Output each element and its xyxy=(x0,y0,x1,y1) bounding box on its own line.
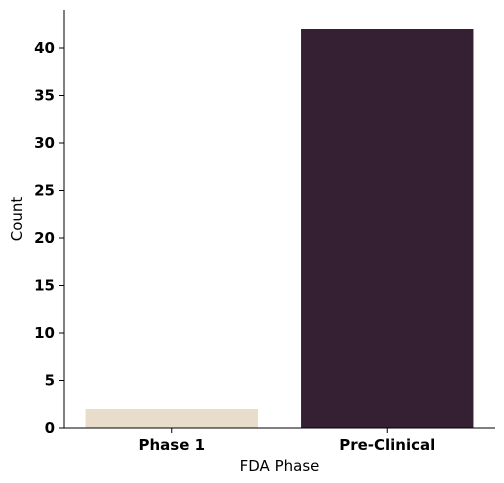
y-tick-label: 25 xyxy=(34,182,55,200)
x-axis-ticks: Phase 1 Pre-Clinical xyxy=(138,428,435,454)
y-tick-label: 40 xyxy=(34,39,55,57)
x-axis-label: FDA Phase xyxy=(240,457,320,475)
y-tick-label: 30 xyxy=(34,134,55,152)
y-tick-label: 5 xyxy=(45,372,55,390)
bar-phase-1 xyxy=(85,409,258,428)
y-axis-ticks: 0 5 10 15 20 25 30 35 40 xyxy=(34,39,64,437)
y-tick-label: 35 xyxy=(34,87,55,105)
bar-pre-clinical xyxy=(301,29,474,428)
y-tick-label: 10 xyxy=(34,324,55,342)
y-tick-label: 0 xyxy=(45,419,55,437)
y-axis-label: Count xyxy=(8,197,26,242)
x-tick-label: Phase 1 xyxy=(138,436,205,454)
y-tick-label: 15 xyxy=(34,277,55,295)
bars-group xyxy=(85,29,474,428)
y-tick-label: 20 xyxy=(34,229,55,247)
x-tick-label: Pre-Clinical xyxy=(339,436,435,454)
